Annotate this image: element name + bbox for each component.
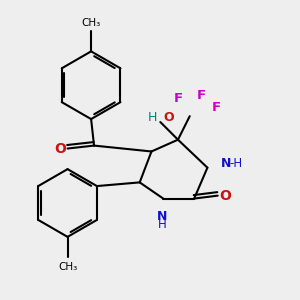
Text: -H: -H (230, 157, 243, 170)
Text: F: F (173, 92, 182, 105)
Text: N: N (221, 157, 231, 170)
Text: CH₃: CH₃ (58, 262, 77, 272)
Text: H: H (158, 218, 166, 231)
Text: O: O (163, 111, 174, 124)
Text: CH₃: CH₃ (82, 18, 101, 28)
Text: F: F (212, 101, 221, 114)
Text: F: F (197, 89, 206, 102)
Text: N: N (157, 210, 167, 224)
Text: H: H (148, 111, 158, 124)
Text: O: O (219, 189, 231, 202)
Text: O: O (54, 142, 66, 155)
